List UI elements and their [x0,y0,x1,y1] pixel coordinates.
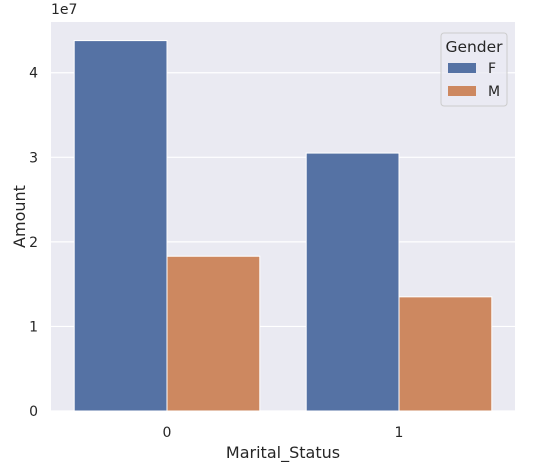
y-tick-label: 0 [29,404,38,420]
y-tick-label: 4 [29,66,38,82]
x-axis-label: Marital_Status [226,443,340,463]
bars [73,40,493,412]
bar-f-1 [305,152,400,412]
y-tick-labels: 0 1 2 3 4 [29,66,38,420]
legend-items: FM [448,61,500,100]
y-tick-label: 3 [29,150,38,166]
y-axis-label: Amount [10,185,29,248]
legend-swatch-f [448,63,476,73]
bar-f-0 [73,40,168,412]
x-tick-label: 0 [163,425,172,441]
legend-label-m: M [488,84,500,100]
legend-label-f: F [488,61,496,77]
y-axis-scale-label: 1e7 [51,2,77,18]
y-tick-label: 2 [29,235,38,251]
x-tick-label: 1 [395,425,404,441]
legend-title: Gender [445,38,503,56]
legend: Gender FM [440,32,508,107]
legend-swatch-m [448,86,476,96]
bar-m-1 [398,296,493,412]
bar-m-0 [166,255,261,412]
y-tick-label: 1 [29,319,38,335]
